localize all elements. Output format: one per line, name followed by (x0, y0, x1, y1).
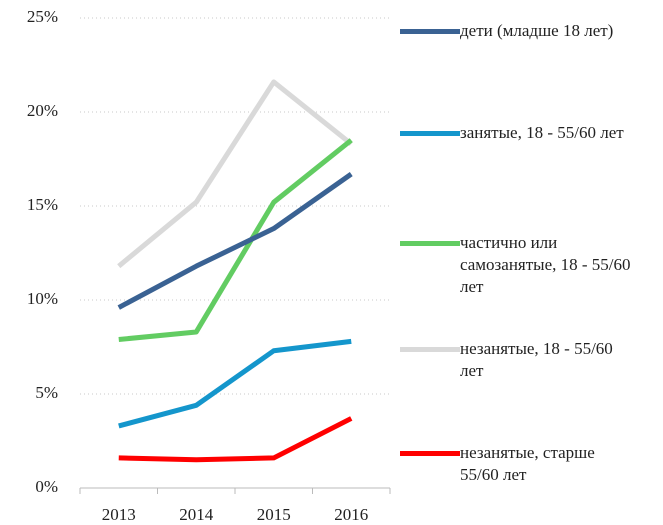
legend-label: незанятые, старше 55/60 лет (460, 443, 595, 484)
x-tick-label: 2015 (257, 505, 291, 524)
x-tick-label: 2014 (179, 505, 214, 524)
legend-item: частично или самозанятые, 18 - 55/60 лет (400, 232, 662, 298)
y-tick-label: 5% (35, 383, 58, 402)
series-line (118, 138, 353, 342)
legend-swatch (400, 29, 460, 34)
series-line (118, 416, 353, 463)
legend-swatch (400, 131, 460, 136)
y-tick-label: 10% (27, 289, 58, 308)
y-tick-label: 0% (35, 477, 58, 496)
y-tick-label: 15% (27, 195, 58, 214)
series-line (117, 171, 353, 310)
series-line (117, 79, 353, 269)
chart: 0% 5% 10% 15% 20% 25% 2013 2014 2015 2016 (27, 7, 391, 524)
x-tick-label: 2016 (334, 505, 368, 524)
legend-label: незанятые, 18 - 55/60 лет (460, 339, 613, 380)
legend-swatch (400, 451, 460, 456)
legend-label: дети (младше 18 лет) (460, 21, 614, 40)
legend-swatch (400, 347, 460, 352)
legend-item: незанятые, старше 55/60 лет (400, 442, 662, 486)
legend-item: занятые, 18 - 55/60 лет (400, 122, 662, 144)
legend-label: частично или самозанятые, 18 - 55/60 лет (460, 233, 631, 296)
y-tick-label: 20% (27, 101, 58, 120)
y-tick-label: 25% (27, 7, 58, 26)
legend-swatch (400, 241, 460, 246)
legend-label: занятые, 18 - 55/60 лет (460, 123, 624, 142)
series-line (118, 338, 352, 429)
x-tick-label: 2013 (102, 505, 136, 524)
legend-item: дети (младше 18 лет) (400, 20, 662, 42)
legend-item: незанятые, 18 - 55/60 лет (400, 338, 662, 382)
